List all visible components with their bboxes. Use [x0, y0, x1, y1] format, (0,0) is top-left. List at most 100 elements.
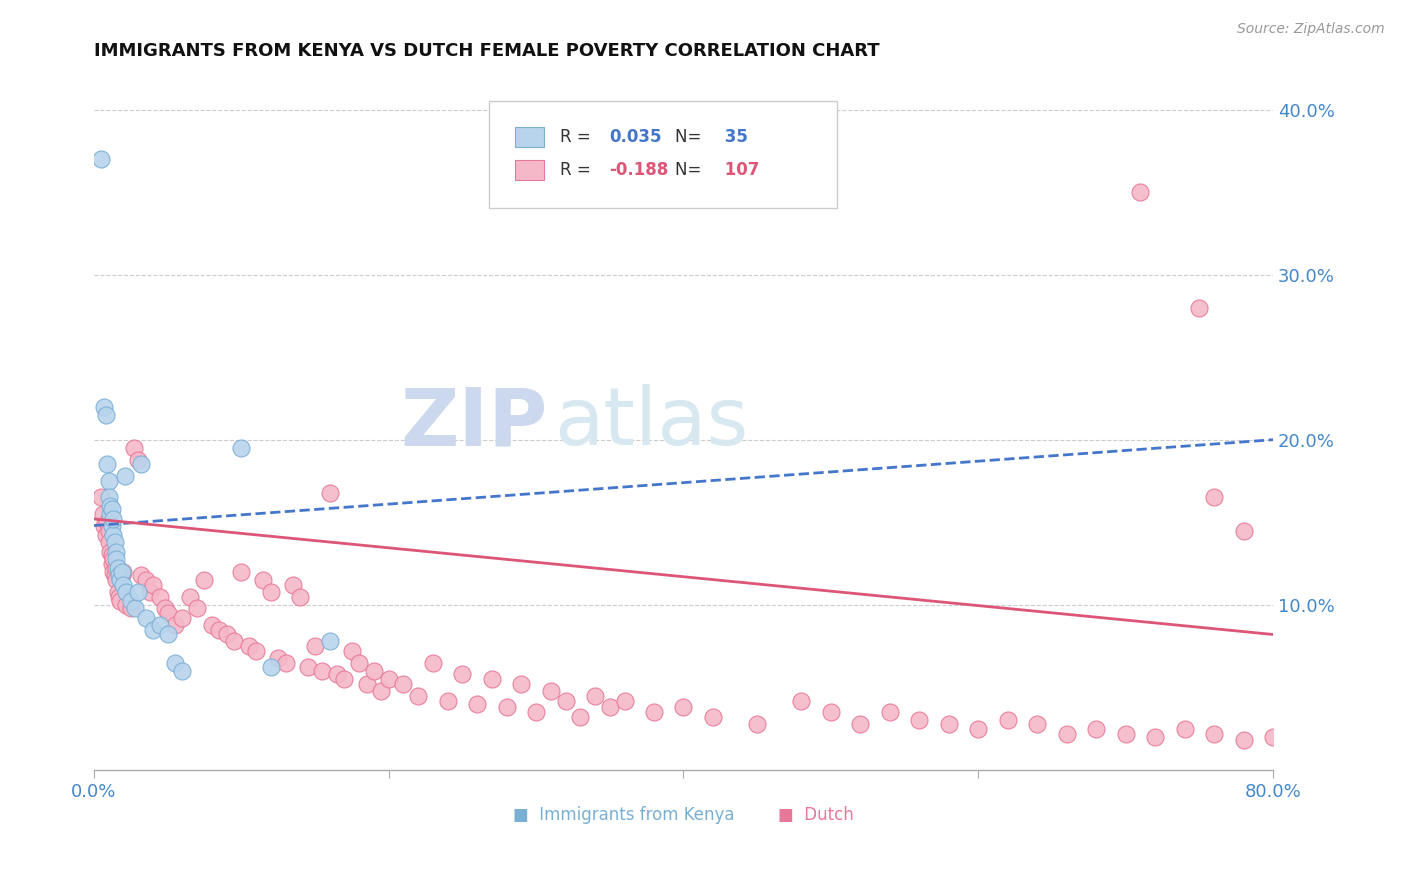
Point [319, 634, 342, 648]
Point [672, 700, 695, 714]
Point [103, 568, 125, 582]
Point [134, 573, 156, 587]
Point [149, 617, 172, 632]
Point [215, 627, 238, 641]
Point [319, 485, 342, 500]
Point [347, 656, 370, 670]
Point [326, 667, 349, 681]
Point [333, 672, 356, 686]
Point [107, 584, 129, 599]
Point [274, 656, 297, 670]
Point [101, 528, 124, 542]
Point [1320, 738, 1343, 752]
Text: -0.188: -0.188 [609, 161, 668, 179]
Text: ■  Dutch: ■ Dutch [778, 805, 853, 824]
Point [231, 565, 253, 579]
Point [156, 606, 179, 620]
Point [643, 705, 665, 719]
Point [96, 458, 118, 472]
Point [370, 683, 392, 698]
Point [142, 623, 165, 637]
Point [201, 617, 224, 632]
Point [451, 667, 474, 681]
Point [208, 623, 231, 637]
Point [1350, 733, 1372, 747]
Point [139, 584, 162, 599]
Point [179, 590, 201, 604]
Text: R =: R = [560, 161, 596, 179]
Point [849, 716, 872, 731]
Point [186, 601, 208, 615]
Point [554, 693, 576, 707]
Point [1261, 730, 1284, 744]
Point [127, 452, 149, 467]
Point [124, 601, 146, 615]
Point [98, 545, 121, 559]
Point [101, 551, 124, 566]
Point [1144, 730, 1167, 744]
Point [267, 650, 290, 665]
Point [297, 660, 319, 674]
Point [281, 578, 304, 592]
Point [938, 716, 960, 731]
Point [1365, 743, 1388, 757]
Point [231, 441, 253, 455]
Point [103, 535, 125, 549]
Point [105, 573, 128, 587]
Point [134, 611, 156, 625]
Point [100, 502, 122, 516]
Point [129, 568, 152, 582]
Point [90, 152, 112, 166]
Point [465, 697, 488, 711]
Point [122, 441, 145, 455]
Point [1174, 722, 1197, 736]
Point [98, 499, 121, 513]
Text: 107: 107 [718, 161, 759, 179]
Point [105, 545, 128, 559]
Point [153, 601, 176, 615]
Point [105, 551, 128, 566]
Point [1129, 185, 1152, 199]
Point [91, 507, 114, 521]
Point [110, 573, 132, 587]
Point [304, 639, 326, 653]
Point [172, 611, 194, 625]
Point [93, 400, 115, 414]
Point [172, 664, 194, 678]
Point [245, 644, 267, 658]
Point [97, 491, 120, 505]
Point [1232, 733, 1254, 747]
Point [1202, 726, 1225, 740]
Point [111, 568, 134, 582]
Point [163, 656, 186, 670]
Point [110, 594, 132, 608]
Point [422, 656, 444, 670]
Point [1188, 301, 1211, 315]
Point [967, 722, 990, 736]
Point [97, 535, 120, 549]
Point [114, 469, 136, 483]
Point [1026, 716, 1049, 731]
Point [260, 660, 283, 674]
Point [495, 700, 517, 714]
Text: ■  Immigrants from Kenya: ■ Immigrants from Kenya [513, 805, 734, 824]
Point [747, 716, 769, 731]
Point [363, 664, 385, 678]
Point [111, 565, 134, 579]
Text: IMMIGRANTS FROM KENYA VS DUTCH FEMALE POVERTY CORRELATION CHART: IMMIGRANTS FROM KENYA VS DUTCH FEMALE PO… [94, 42, 880, 60]
Point [222, 634, 245, 648]
Point [94, 528, 117, 542]
Point [163, 617, 186, 632]
Point [260, 584, 283, 599]
Point [127, 584, 149, 599]
Point [108, 590, 131, 604]
Point [583, 689, 606, 703]
Point [392, 677, 415, 691]
Point [120, 601, 142, 615]
Text: ZIP: ZIP [401, 384, 548, 462]
Point [115, 584, 138, 599]
Point [115, 598, 138, 612]
Point [997, 714, 1019, 728]
Point [879, 705, 901, 719]
Point [105, 561, 128, 575]
